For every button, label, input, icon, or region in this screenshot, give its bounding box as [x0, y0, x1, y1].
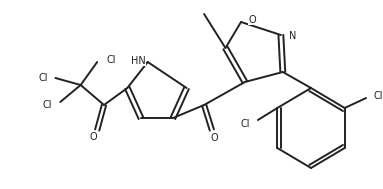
Text: O: O: [210, 133, 218, 143]
Text: Cl: Cl: [107, 55, 116, 65]
Text: Cl: Cl: [241, 119, 250, 129]
Text: Cl: Cl: [38, 73, 47, 83]
Text: HN: HN: [131, 56, 146, 66]
Text: O: O: [249, 15, 257, 25]
Text: Cl: Cl: [374, 91, 383, 101]
Text: Cl: Cl: [43, 100, 52, 110]
Text: O: O: [90, 132, 97, 142]
Text: N: N: [289, 31, 296, 41]
